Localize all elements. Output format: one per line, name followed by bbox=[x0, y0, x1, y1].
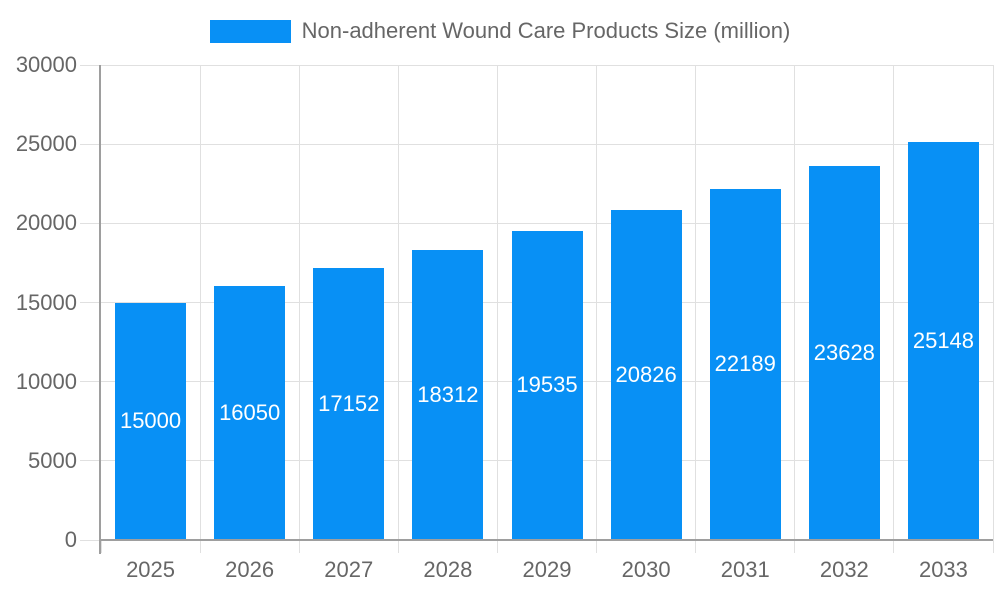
y-axis-label: 20000 bbox=[15, 210, 77, 236]
x-grid-line bbox=[596, 65, 598, 540]
x-axis-tick bbox=[496, 540, 498, 553]
x-axis-tick bbox=[794, 540, 796, 553]
bar-value-label: 18312 bbox=[417, 382, 479, 408]
bar[interactable] bbox=[412, 250, 484, 540]
bar-value-label: 20826 bbox=[615, 362, 677, 388]
y-axis-tick bbox=[80, 539, 101, 541]
x-grid-line bbox=[397, 65, 399, 540]
y-axis-line bbox=[99, 65, 101, 554]
x-grid-line bbox=[298, 65, 300, 540]
y-axis-label: 25000 bbox=[15, 131, 77, 157]
x-axis-tick bbox=[596, 540, 598, 553]
x-grid-line bbox=[199, 65, 201, 540]
y-grid-line bbox=[101, 143, 993, 145]
bar-value-label: 17152 bbox=[318, 391, 380, 417]
bar-value-label: 19535 bbox=[516, 372, 578, 398]
bar[interactable] bbox=[709, 188, 781, 540]
bar-value-label: 23628 bbox=[813, 339, 875, 365]
legend-swatch[interactable] bbox=[209, 19, 291, 43]
x-grid-line bbox=[695, 65, 697, 540]
x-grid-line bbox=[893, 65, 895, 540]
bar-value-label: 16050 bbox=[219, 399, 281, 425]
bar[interactable] bbox=[115, 302, 187, 540]
legend: Non-adherent Wound Care Products Size (m… bbox=[0, 18, 1000, 44]
bar[interactable] bbox=[610, 210, 682, 540]
bar-value-label: 22189 bbox=[714, 351, 776, 377]
bar-value-label: 25148 bbox=[912, 327, 975, 353]
x-axis-label: 2027 bbox=[324, 557, 374, 582]
y-axis-label: 30000 bbox=[15, 52, 77, 77]
x-grid-line bbox=[496, 65, 498, 540]
y-axis-label: 0 bbox=[64, 527, 77, 552]
bar[interactable] bbox=[907, 141, 979, 540]
x-axis-tick bbox=[298, 540, 300, 553]
plot-area: 0 5000 10000 15000 20000 25000 30000 15000 2025 1… bbox=[16, 52, 994, 582]
x-axis-label: 2028 bbox=[423, 557, 473, 582]
y-axis-tick bbox=[80, 143, 101, 145]
y-axis-tick bbox=[80, 460, 101, 462]
bar[interactable] bbox=[214, 285, 286, 540]
x-grid-line bbox=[794, 65, 796, 540]
x-axis-tick bbox=[893, 540, 895, 553]
y-axis-label: 15000 bbox=[15, 289, 77, 315]
y-axis-tick bbox=[80, 64, 101, 66]
x-axis-label: 2032 bbox=[819, 557, 869, 582]
legend-label[interactable]: Non-adherent Wound Care Products Size (m… bbox=[301, 18, 791, 43]
bar[interactable] bbox=[808, 165, 880, 540]
x-axis-label: 2025 bbox=[126, 557, 176, 582]
x-axis-label: 2031 bbox=[720, 557, 770, 582]
x-axis-label: 2030 bbox=[621, 557, 671, 582]
y-axis-tick bbox=[80, 302, 101, 303]
x-axis-tick bbox=[695, 540, 697, 553]
bar[interactable] bbox=[511, 230, 583, 540]
x-axis-tick bbox=[397, 540, 399, 553]
x-axis-tick bbox=[199, 540, 201, 553]
bar-value-label: 15000 bbox=[119, 408, 182, 434]
x-axis-tick bbox=[992, 540, 994, 553]
x-axis-label: 2026 bbox=[225, 557, 275, 582]
y-axis-tick bbox=[80, 222, 101, 224]
y-grid-line bbox=[101, 64, 993, 66]
x-grid-line bbox=[992, 65, 994, 540]
y-axis-label: 10000 bbox=[15, 368, 77, 394]
x-axis-label: 2033 bbox=[918, 557, 968, 582]
x-axis-line bbox=[99, 539, 993, 541]
y-axis-tick bbox=[80, 381, 101, 383]
y-grid-line bbox=[101, 222, 993, 224]
bar[interactable] bbox=[313, 268, 385, 540]
x-axis-tick bbox=[100, 540, 102, 553]
x-axis-label: 2029 bbox=[522, 557, 572, 582]
y-axis-label: 5000 bbox=[28, 447, 77, 473]
